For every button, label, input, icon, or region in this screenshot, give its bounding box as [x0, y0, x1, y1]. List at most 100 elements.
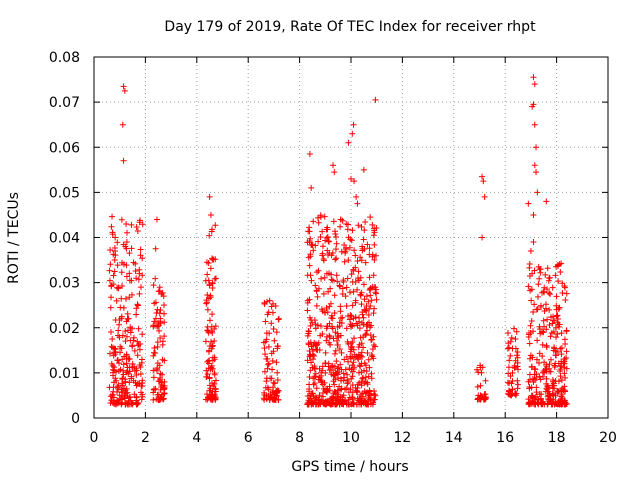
data-point: [346, 289, 353, 296]
data-point: [477, 382, 484, 389]
data-point: [207, 265, 214, 272]
data-point: [314, 214, 321, 221]
data-point: [107, 328, 114, 335]
data-point: [549, 376, 556, 383]
data-point: [306, 262, 313, 269]
data-point: [369, 251, 376, 258]
data-point: [206, 342, 213, 349]
data-point: [529, 103, 536, 110]
data-point: [107, 261, 114, 268]
data-point: [354, 200, 361, 207]
data-point: [123, 369, 130, 376]
data-point: [261, 300, 268, 307]
data-point: [110, 251, 117, 258]
data-point: [314, 346, 321, 353]
data-point: [205, 348, 212, 355]
data-point: [308, 241, 315, 248]
data-point: [333, 240, 340, 247]
data-point: [360, 281, 367, 288]
data-point: [119, 375, 126, 382]
data-point: [133, 397, 140, 404]
data-point: [370, 272, 377, 279]
data-point: [332, 389, 339, 396]
data-point: [120, 157, 127, 164]
data-point: [332, 329, 339, 336]
data-point: [512, 345, 519, 352]
data-point: [543, 342, 550, 349]
data-point: [137, 252, 144, 259]
data-point: [161, 390, 168, 397]
data-point: [212, 256, 219, 263]
data-point: [209, 255, 216, 262]
data-point: [481, 391, 488, 398]
data-point: [350, 121, 357, 128]
data-point: [354, 286, 361, 293]
data-point: [363, 330, 370, 337]
data-point: [326, 303, 333, 310]
data-point: [513, 390, 520, 397]
data-point: [371, 256, 378, 263]
data-point: [365, 373, 372, 380]
data-point: [536, 275, 543, 282]
data-point: [111, 364, 118, 371]
data-point: [347, 353, 354, 360]
data-point: [123, 220, 130, 227]
data-point: [349, 394, 356, 401]
data-point: [157, 334, 164, 341]
data-point: [550, 382, 557, 389]
data-point: [366, 364, 373, 371]
data-point: [150, 386, 157, 393]
data-point: [515, 366, 521, 373]
data-point: [109, 231, 116, 238]
data-point: [562, 399, 569, 406]
data-point: [117, 366, 124, 373]
data-point: [127, 394, 134, 401]
data-point: [109, 344, 116, 351]
data-point: [552, 352, 559, 359]
data-point: [135, 342, 142, 349]
data-point: [203, 391, 210, 398]
data-point: [123, 333, 130, 340]
data-point: [123, 360, 130, 367]
data-point: [345, 139, 352, 146]
data-point: [320, 257, 327, 264]
data-point: [364, 349, 371, 356]
data-point: [271, 391, 278, 398]
data-point: [349, 130, 356, 137]
data-point: [334, 278, 341, 285]
data-point: [307, 253, 314, 260]
data-point: [510, 325, 517, 332]
data-point: [122, 295, 129, 302]
data-point: [134, 301, 141, 308]
data-point: [333, 272, 340, 279]
data-point: [207, 211, 214, 218]
data-point: [352, 252, 359, 259]
data-point: [355, 277, 362, 284]
data-point: [531, 81, 538, 88]
data-point: [531, 267, 538, 274]
data-point: [114, 239, 121, 246]
data-point: [203, 299, 210, 306]
data-point: [118, 386, 125, 393]
data-point: [307, 352, 314, 359]
data-point: [136, 346, 143, 353]
x-tick-label: 6: [244, 430, 253, 446]
data-point: [530, 308, 537, 315]
data-point: [505, 364, 512, 371]
data-point: [269, 384, 276, 391]
data-point: [546, 397, 553, 404]
data-point: [561, 364, 568, 371]
data-point: [362, 307, 369, 314]
data-point: [327, 341, 334, 348]
data-point: [128, 245, 135, 252]
data-point: [113, 297, 120, 304]
data-point: [322, 309, 329, 316]
data-point: [357, 292, 364, 299]
x-tick-label: 8: [295, 430, 304, 446]
data-point: [106, 277, 113, 284]
data-point: [332, 347, 339, 354]
data-point: [535, 281, 542, 288]
data-point: [536, 350, 543, 357]
data-point: [318, 275, 325, 282]
